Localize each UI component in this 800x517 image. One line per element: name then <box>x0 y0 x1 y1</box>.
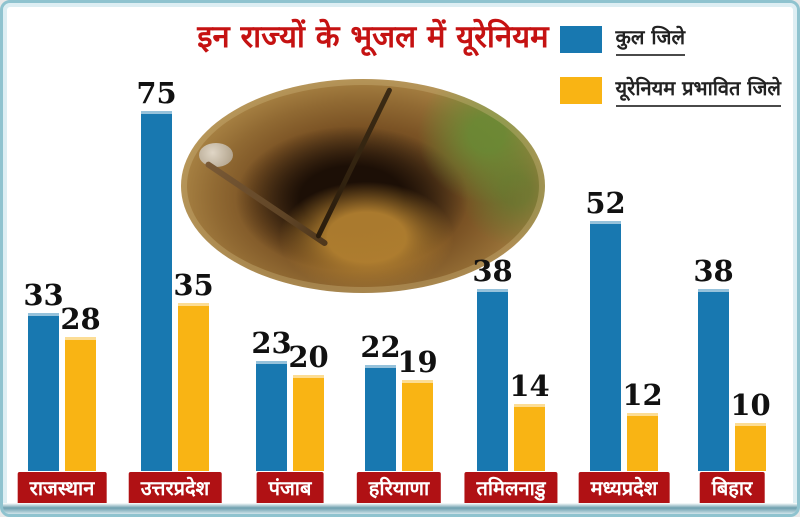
legend: कुल जिले यूरेनियम प्रभावित जिले <box>559 23 781 107</box>
total-value-2: 75 <box>136 76 177 110</box>
affected-districts-swatch-icon <box>559 77 602 104</box>
affected-value-6: 12 <box>622 378 663 412</box>
legend-item-total: कुल जिले <box>559 23 781 56</box>
state-label-4: हरियाणा <box>356 472 442 505</box>
total-value-1: 33 <box>23 278 64 312</box>
state-label-7: बिहार <box>699 472 765 505</box>
affected-value-7: 10 <box>730 388 771 422</box>
total-value-5: 38 <box>472 254 513 288</box>
state-label-2: उत्तरप्रदेश <box>128 472 222 505</box>
state-label-6: मध्यप्रदेश <box>578 472 670 505</box>
affected-value-3: 20 <box>288 340 329 374</box>
affected-bar-3 <box>293 375 324 471</box>
total-bar-3 <box>256 361 287 471</box>
total-value-7: 38 <box>693 254 734 288</box>
affected-bar-7 <box>735 423 766 471</box>
affected-value-5: 14 <box>509 369 550 403</box>
total-value-4: 22 <box>360 330 401 364</box>
chart-title: इन राज्यों के भूजल में यूरेनियम <box>197 19 549 55</box>
total-bar-1 <box>28 313 59 471</box>
total-bar-2 <box>141 111 172 471</box>
legend-item-affected: यूरेनियम प्रभावित जिले <box>559 74 781 107</box>
total-value-3: 23 <box>251 326 292 360</box>
total-bar-7 <box>698 289 729 471</box>
affected-value-4: 19 <box>397 345 438 379</box>
state-label-1: राजस्थान <box>17 472 107 505</box>
well-photo <box>181 79 545 293</box>
total-bar-6 <box>590 221 621 471</box>
affected-bar-5 <box>514 404 545 471</box>
affected-value-2: 35 <box>173 268 214 302</box>
total-bar-4 <box>365 365 396 471</box>
state-label-5: तमिलनाडु <box>464 472 558 505</box>
bottom-border-strip <box>3 503 797 514</box>
affected-bar-6 <box>627 413 658 471</box>
total-districts-swatch-icon <box>559 26 602 53</box>
affected-value-1: 28 <box>60 302 101 336</box>
total-value-6: 52 <box>585 186 626 220</box>
affected-bar-4 <box>402 380 433 471</box>
affected-bar-1 <box>65 337 96 471</box>
total-bar-5 <box>477 289 508 471</box>
legend-label-total: कुल जिले <box>615 23 686 56</box>
bar-chart: 33 28 राजस्थान 75 35 उत्तरप्रदेश 23 20 पंजाब 22 19… <box>3 3 797 514</box>
state-label-3: पंजाब <box>256 472 324 505</box>
legend-label-affected: यूरेनियम प्रभावित जिले <box>615 74 781 107</box>
affected-bar-2 <box>178 303 209 471</box>
